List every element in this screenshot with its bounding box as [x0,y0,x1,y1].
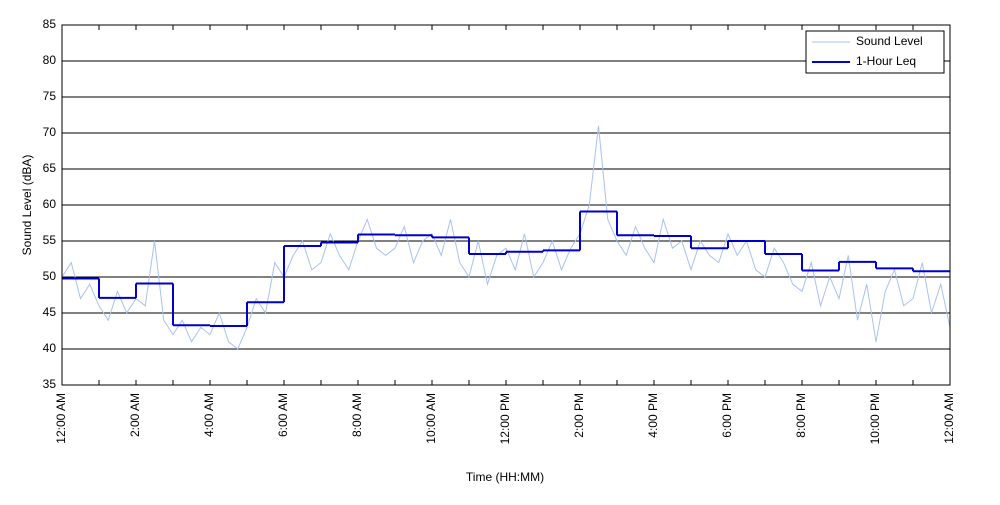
x-tick-label: 2:00 AM [128,393,142,437]
y-tick-label: 85 [43,17,57,31]
x-tick-label: 4:00 PM [646,393,660,438]
x-tick-label: 10:00 AM [424,393,438,444]
x-tick-label: 4:00 AM [202,393,216,437]
x-tick-label: 8:00 AM [350,393,364,437]
y-tick-label: 75 [43,89,57,103]
legend-box [805,30,945,74]
y-tick-label: 40 [43,341,57,355]
x-tick-label: 6:00 PM [720,393,734,438]
y-tick-label: 45 [43,305,57,319]
y-tick-label: 60 [43,197,57,211]
x-tick-label: 2:00 PM [572,393,586,438]
y-axis-label: Sound Level (dBA) [20,155,34,256]
y-tick-label: 50 [43,269,57,283]
legend-label: Sound Level [856,34,923,48]
x-tick-label: 12:00 PM [498,393,512,444]
y-tick-label: 70 [43,125,57,139]
x-tick-label: 12:00 AM [54,393,68,444]
y-tick-label: 35 [43,377,57,391]
x-tick-label: 10:00 PM [868,393,882,444]
y-tick-label: 65 [43,161,57,175]
plot-frame [61,24,951,386]
legend-label: 1-Hour Leq [856,54,916,68]
x-tick-label: 6:00 AM [276,393,290,437]
y-tick-label: 80 [43,53,57,67]
x-axis-label: Time (HH:MM) [466,470,544,484]
sound-level-line [61,125,951,350]
x-tick-label: 12:00 AM [942,393,956,444]
y-tick-label: 55 [43,233,57,247]
x-tick-label: 8:00 PM [794,393,808,438]
